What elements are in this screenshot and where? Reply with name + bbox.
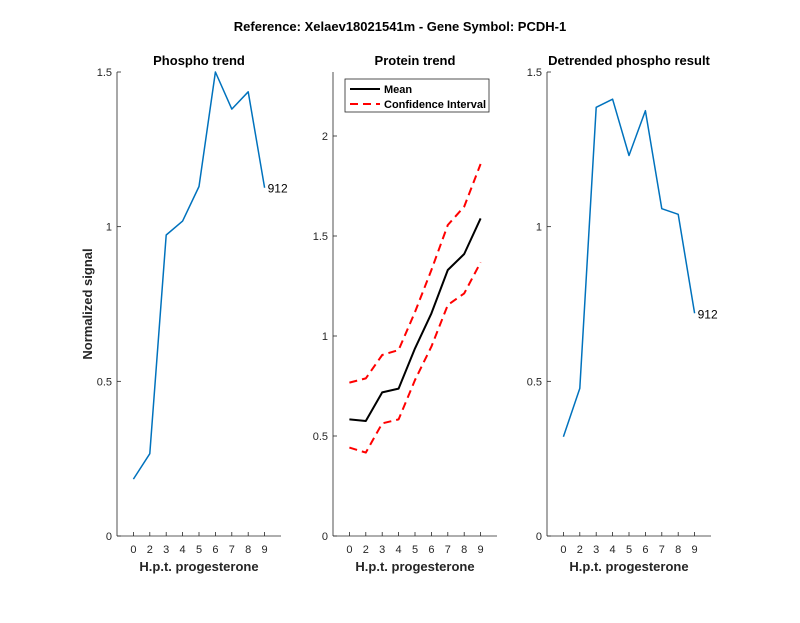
x-tick-label: 7 <box>659 544 665 556</box>
legend-label-ci: Confidence Interval <box>384 99 486 111</box>
figure-title: Reference: Xelaev18021541m - Gene Symbol… <box>234 19 566 34</box>
x-tick-label: 5 <box>196 544 202 556</box>
x-tick-label: 4 <box>396 544 402 556</box>
x-tick-label: 4 <box>610 544 616 556</box>
y-axis-label: Normalized signal <box>80 248 95 359</box>
series-line-1 <box>349 218 480 421</box>
y-tick-label: 1 <box>536 222 542 234</box>
series-annotation: 912 <box>268 182 288 196</box>
x-tick-label: 2 <box>577 544 583 556</box>
y-tick-label: 0 <box>536 531 542 543</box>
legend: Mean Confidence Interval <box>345 79 489 112</box>
x-tick-label: 7 <box>445 544 451 556</box>
x-tick-label: 0 <box>130 544 136 556</box>
y-tick-label: 0.5 <box>527 376 542 388</box>
y-tick-label: 0.5 <box>97 376 112 388</box>
x-axis-label: H.p.t. progesterone <box>355 559 474 574</box>
y-tick-label: 1.5 <box>313 231 328 243</box>
x-tick-label: 4 <box>180 544 186 556</box>
y-tick-label: 1 <box>322 331 328 343</box>
x-tick-label: 5 <box>412 544 418 556</box>
x-tick-label: 9 <box>692 544 698 556</box>
series-line-1 <box>563 99 694 437</box>
series-line-1 <box>133 72 264 479</box>
subplot-title: Phospho trend <box>153 53 245 68</box>
y-tick-label: 1.5 <box>97 67 112 79</box>
y-tick-label: 0.5 <box>313 431 328 443</box>
x-tick-label: 6 <box>428 544 434 556</box>
y-tick-label: 1.5 <box>527 67 542 79</box>
x-tick-label: 3 <box>593 544 599 556</box>
x-tick-label: 6 <box>212 544 218 556</box>
subplot-title: Detrended phospho result <box>548 53 710 68</box>
x-tick-label: 8 <box>675 544 681 556</box>
series-annotation: 912 <box>698 307 718 321</box>
x-axis-label: H.p.t. progesterone <box>139 559 258 574</box>
x-tick-label: 7 <box>229 544 235 556</box>
y-tick-label: 1 <box>106 222 112 234</box>
x-tick-label: 3 <box>163 544 169 556</box>
y-tick-label: 0 <box>106 531 112 543</box>
subplot-title: Protein trend <box>375 53 456 68</box>
x-tick-label: 3 <box>379 544 385 556</box>
x-tick-label: 9 <box>478 544 484 556</box>
x-axis-label: H.p.t. progesterone <box>569 559 688 574</box>
x-tick-label: 2 <box>147 544 153 556</box>
y-tick-label: 0 <box>322 531 328 543</box>
x-tick-label: 0 <box>346 544 352 556</box>
legend-label-mean: Mean <box>384 84 412 96</box>
x-tick-label: 0 <box>560 544 566 556</box>
series-line-3 <box>349 262 480 452</box>
x-tick-label: 6 <box>642 544 648 556</box>
x-tick-label: 9 <box>262 544 268 556</box>
x-tick-label: 2 <box>363 544 369 556</box>
x-tick-label: 8 <box>461 544 467 556</box>
y-tick-label: 2 <box>322 131 328 143</box>
x-tick-label: 8 <box>245 544 251 556</box>
x-tick-label: 5 <box>626 544 632 556</box>
